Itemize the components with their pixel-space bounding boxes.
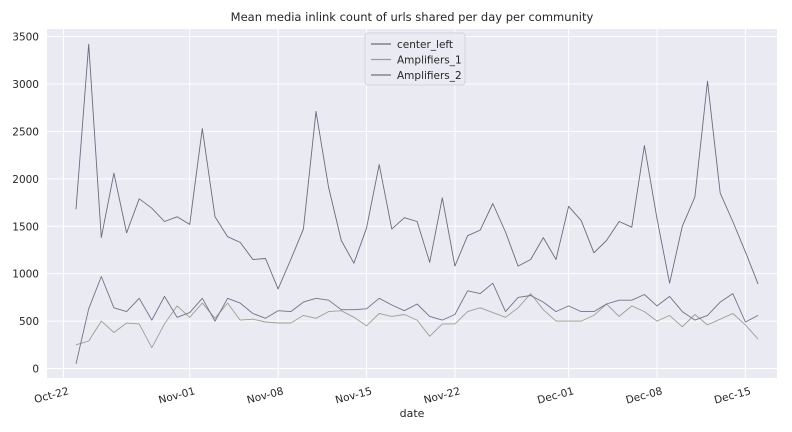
y-tick-label: 2500 [12,126,39,138]
y-tick-label: 1500 [12,221,39,233]
series-line-amplifiers-1 [75,293,759,349]
chart-title: Mean media inlink count of urls shared p… [231,10,594,24]
legend-label: Amplifiers_2 [397,70,462,82]
legend-label: Amplifiers_1 [397,55,462,67]
y-tick-label: 500 [19,316,39,328]
legend-box [364,32,466,86]
legend: center_left Amplifiers_1 Amplifiers_2 [364,32,466,86]
legend-label: center_left [397,39,453,51]
y-tick-label: 1000 [12,269,39,281]
y-tick-label: 2000 [12,174,39,186]
y-tick-label: 3500 [12,32,39,44]
series-line-amplifiers-2 [75,276,759,364]
x-axis-label: date [400,407,425,420]
y-tick-label: 0 [32,364,39,376]
y-tick-label: 3000 [12,79,39,91]
series-line-center-left [75,43,759,290]
series-lines [75,43,759,364]
